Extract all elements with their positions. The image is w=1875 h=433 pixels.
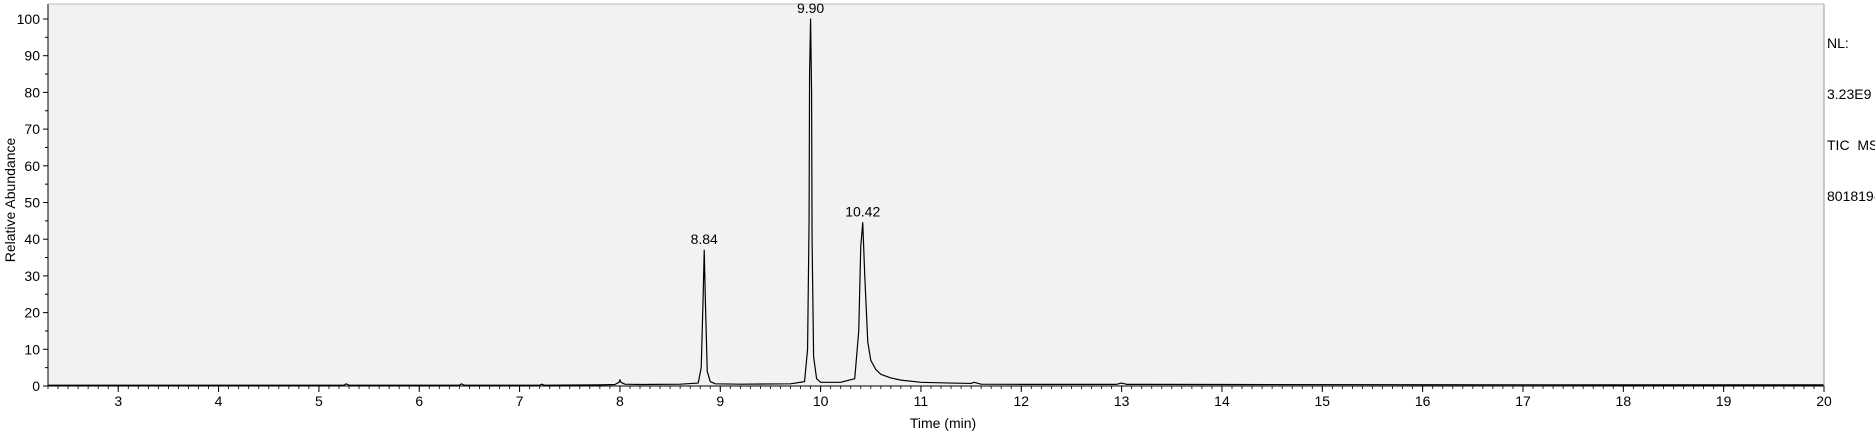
- x-tick-label: 7: [516, 393, 524, 409]
- nl-value: 3.23E9: [1827, 86, 1872, 102]
- y-tick-label: 100: [17, 11, 41, 27]
- y-tick-label: 20: [24, 305, 40, 321]
- x-tick-label: 8: [616, 393, 624, 409]
- series-line-0: [48, 18, 1824, 386]
- peak-label: 9.90: [797, 0, 824, 16]
- y-tick-label: 30: [24, 268, 40, 284]
- peak-label: 8.84: [691, 231, 718, 247]
- x-tick-label: 9: [716, 393, 724, 409]
- y-axis-label: Relative Abundance: [2, 138, 18, 263]
- y-tick-label: 10: [24, 341, 40, 357]
- x-tick-label: 6: [415, 393, 423, 409]
- peak-label: 10.42: [845, 204, 880, 220]
- x-tick-label: 5: [315, 393, 323, 409]
- normalization-info: NL: 3.23E9 TIC MS 801819-: [1827, 1, 1875, 239]
- y-tick-label: 50: [24, 195, 40, 211]
- x-tick-label: 18: [1616, 393, 1632, 409]
- label-layer: 8.84 9.90 10.42: [691, 0, 881, 247]
- x-tick-label: 11: [914, 393, 929, 409]
- x-tick-label: 12: [1013, 393, 1029, 409]
- y-tick-label: 40: [24, 231, 40, 247]
- axis-layer: 0 10 20 30 40 50 60 70 80 90 100 3 4 5 6 7 8 9 10 11 12 13 14 1…: [17, 3, 1832, 409]
- file-name: 801819-: [1827, 188, 1875, 204]
- x-tick-label: 16: [1415, 393, 1431, 409]
- x-tick-label: 19: [1716, 393, 1732, 409]
- plot-area: [48, 4, 1824, 386]
- x-tick-label: 10: [813, 393, 829, 409]
- scan-filter: TIC MS: [1827, 137, 1875, 153]
- y-tick-label: 60: [24, 158, 40, 174]
- nl-label: NL:: [1827, 35, 1849, 51]
- x-tick-label: 3: [114, 393, 122, 409]
- x-axis-label: Time (min): [910, 415, 976, 431]
- x-tick-label: 4: [215, 393, 223, 409]
- y-tick-label: 70: [24, 121, 40, 137]
- trace-layer: [48, 18, 1824, 386]
- y-tick-label: 0: [32, 378, 40, 394]
- y-tick-label: 90: [24, 48, 40, 64]
- x-tick-label: 20: [1816, 393, 1832, 409]
- y-tick-label: 80: [24, 84, 40, 100]
- x-tick-label: 17: [1515, 393, 1531, 409]
- x-tick-label: 15: [1315, 393, 1331, 409]
- x-tick-label: 14: [1214, 393, 1230, 409]
- x-tick-label: 13: [1114, 393, 1130, 409]
